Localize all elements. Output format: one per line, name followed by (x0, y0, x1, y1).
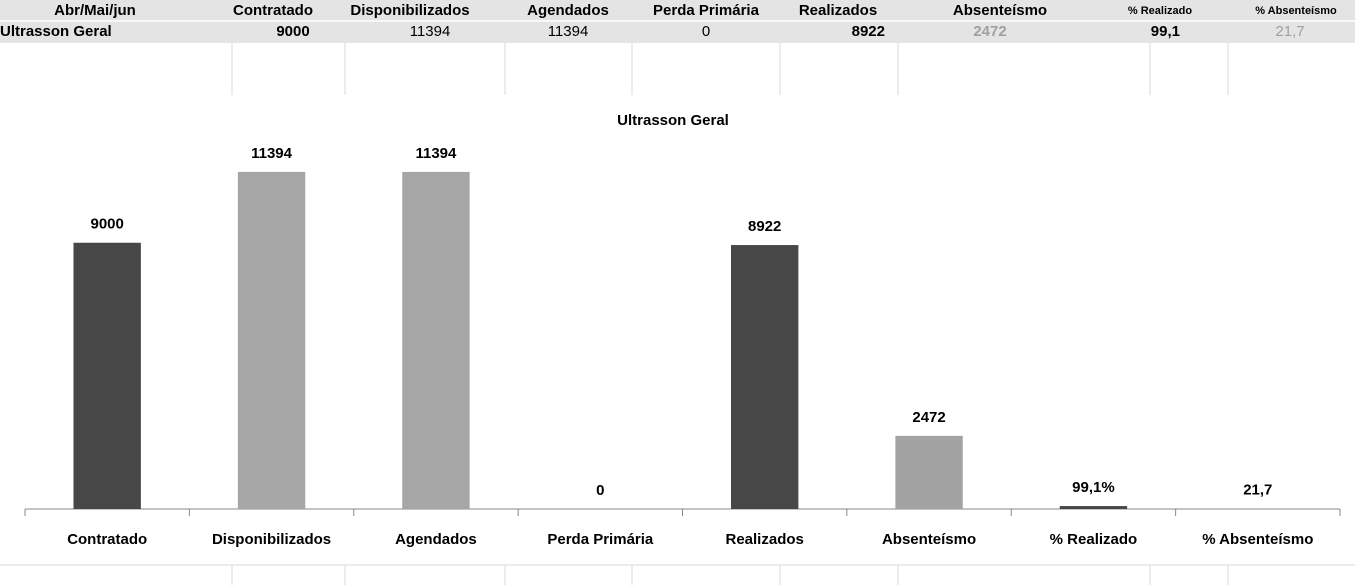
header-cell: Disponibilizados (350, 2, 469, 19)
table-cell: 8922 (852, 23, 885, 40)
bar (237, 171, 306, 510)
table-cell: 21,7 (1275, 23, 1304, 40)
data-label: 11394 (415, 145, 457, 162)
data-label: 2472 (912, 409, 945, 426)
x-tick-label: % Absenteísmo (1202, 531, 1313, 548)
table-cell: 99,1 (1151, 23, 1180, 40)
x-tick-label: % Realizado (1050, 531, 1138, 548)
header-cell: Realizados (799, 2, 877, 19)
data-label: 21,7 (1243, 481, 1272, 498)
data-label: 8922 (748, 218, 781, 235)
bar (1059, 506, 1128, 509)
header-cell: Contratado (233, 2, 313, 19)
x-tick-label: Absenteísmo (882, 531, 976, 548)
x-tick-label: Realizados (726, 531, 804, 548)
bar (1224, 508, 1292, 509)
table-cell: 2472 (973, 23, 1006, 40)
chart-title: Ultrasson Geral (617, 112, 729, 129)
x-tick-label: Disponibilizados (212, 531, 331, 548)
bar (730, 245, 799, 509)
data-label: 9000 (91, 216, 124, 233)
bar (895, 435, 963, 509)
table-cell: Ultrasson Geral (0, 23, 112, 40)
header-cell: Agendados (527, 2, 609, 19)
bar (402, 171, 470, 510)
table-cell: 11394 (410, 23, 451, 40)
table-cell: 11394 (548, 23, 589, 40)
header-cell: Abr/Mai/jun (54, 2, 136, 19)
data-label: 11394 (251, 145, 293, 162)
data-label: 99,1% (1072, 479, 1115, 496)
x-tick-label: Contratado (67, 531, 147, 548)
x-tick-label: Agendados (395, 531, 477, 548)
header-cell: % Realizado (1128, 5, 1192, 17)
header-cell: Absenteísmo (953, 2, 1047, 19)
x-tick-label: Perda Primária (547, 531, 654, 548)
table-cell: 0 (702, 23, 710, 40)
data-label: 0 (596, 482, 604, 499)
table-cell: 9000 (276, 23, 309, 40)
header-cell: % Absenteísmo (1255, 5, 1337, 17)
bar (73, 242, 141, 509)
header-cell: Perda Primária (653, 2, 760, 19)
